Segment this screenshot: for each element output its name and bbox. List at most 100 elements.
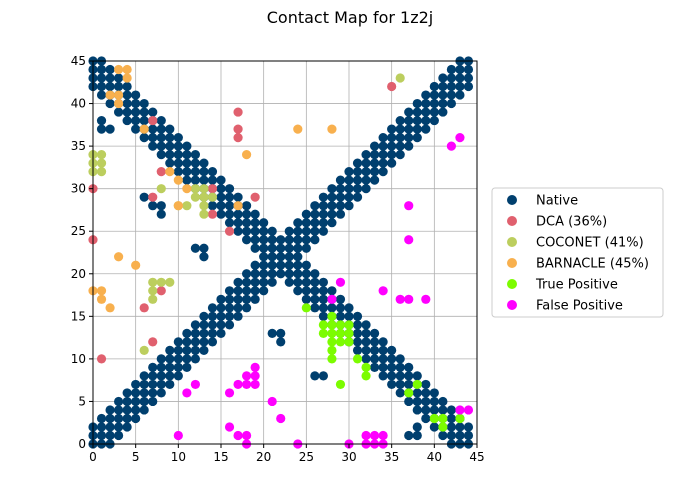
native-point <box>327 303 337 313</box>
native-point <box>438 81 448 92</box>
native-point <box>182 158 192 168</box>
native-point <box>446 64 456 75</box>
native-point <box>301 260 311 270</box>
native-point <box>370 175 380 185</box>
native-point <box>173 362 183 372</box>
native-point <box>190 158 200 168</box>
x-tick-label: 45 <box>469 450 484 464</box>
native-point <box>165 345 175 355</box>
native-point <box>284 260 294 270</box>
native-point <box>318 371 328 381</box>
native-point <box>96 90 107 100</box>
native-point <box>114 413 124 424</box>
native-point <box>216 201 226 211</box>
native-point <box>173 167 183 177</box>
native-point <box>421 379 431 390</box>
native-point <box>318 209 328 219</box>
native-point <box>267 252 277 262</box>
native-point <box>250 235 260 245</box>
native-point <box>242 201 252 211</box>
native-point <box>148 141 158 151</box>
native-point <box>378 345 388 355</box>
native-point <box>387 141 397 151</box>
native-point <box>361 175 371 185</box>
native-point <box>310 303 320 313</box>
native-point <box>250 260 260 270</box>
native-point <box>267 243 277 253</box>
native-point <box>387 345 397 355</box>
native-point <box>224 201 235 211</box>
native-point <box>378 133 388 143</box>
false-positive-point <box>378 430 388 441</box>
native-point <box>446 422 456 432</box>
native-point <box>156 115 166 126</box>
native-point <box>429 422 439 432</box>
native-point <box>361 328 371 338</box>
native-point <box>327 286 337 296</box>
true-positive-point <box>352 354 363 364</box>
native-point <box>250 286 260 296</box>
native-point <box>404 107 414 117</box>
false-positive-point <box>250 362 260 372</box>
y-tick-label: 40 <box>71 97 86 111</box>
x-tick-label: 40 <box>427 450 442 464</box>
native-point <box>114 405 124 415</box>
native-point <box>293 235 303 245</box>
native-point <box>250 218 260 228</box>
native-point <box>224 286 235 296</box>
native-point <box>259 286 269 296</box>
native-point <box>216 192 226 202</box>
legend-marker <box>507 258 517 268</box>
native-point <box>387 362 397 372</box>
native-point <box>412 124 422 134</box>
native-point <box>421 90 431 100</box>
native-point <box>207 201 218 211</box>
native-point <box>293 252 303 262</box>
native-point <box>327 218 337 228</box>
barnacle-point <box>114 90 124 100</box>
native-point <box>242 294 252 304</box>
y-tick-label: 15 <box>71 309 86 323</box>
native-point <box>335 201 346 211</box>
coconet-point <box>190 192 200 202</box>
false-positive-point <box>242 379 252 390</box>
y-tick-label: 5 <box>78 394 86 408</box>
native-point <box>404 379 414 390</box>
false-positive-point <box>463 405 474 415</box>
native-point <box>335 311 346 321</box>
native-point <box>378 141 388 151</box>
native-point <box>446 405 456 415</box>
false-positive-point <box>233 430 243 441</box>
native-point <box>190 328 200 338</box>
native-point <box>182 328 192 338</box>
barnacle-point <box>114 252 124 262</box>
native-point <box>96 413 107 424</box>
true-positive-point <box>344 337 354 347</box>
false-positive-point <box>276 413 286 424</box>
native-point <box>207 337 218 347</box>
native-point <box>139 98 149 109</box>
x-tick-label: 5 <box>132 450 140 464</box>
native-point <box>335 175 346 185</box>
y-tick-label: 25 <box>71 224 86 238</box>
false-positive-point <box>404 235 414 245</box>
native-point <box>344 192 354 202</box>
coconet-point <box>148 294 158 304</box>
native-point <box>395 150 405 160</box>
native-point <box>250 243 260 253</box>
dca-point <box>148 115 158 126</box>
x-tick-label: 10 <box>171 450 186 464</box>
native-point <box>105 405 115 415</box>
native-point <box>352 192 363 202</box>
dca-point <box>96 354 107 364</box>
native-point <box>242 277 252 287</box>
native-point <box>284 243 294 253</box>
native-point <box>190 150 200 160</box>
true-positive-point <box>429 413 439 424</box>
native-point <box>370 354 380 364</box>
false-positive-point <box>446 141 456 151</box>
x-tick-label: 25 <box>299 450 314 464</box>
native-point <box>122 413 132 424</box>
barnacle-point <box>105 303 115 313</box>
